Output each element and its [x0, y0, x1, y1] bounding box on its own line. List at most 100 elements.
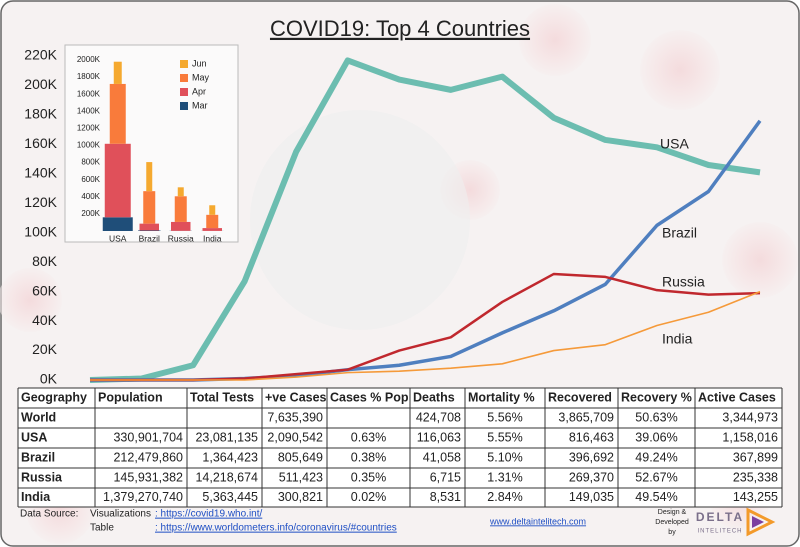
series-label: Russia	[662, 274, 705, 290]
table-cell: 50.63%	[635, 410, 677, 424]
inset-bar-segment	[102, 217, 133, 231]
table-cell: 52.67%	[635, 470, 677, 484]
y-tick-label: 140K	[24, 165, 57, 181]
y-tick-label: 0K	[40, 371, 58, 387]
series-label: India	[662, 331, 693, 347]
legend-label: Jun	[192, 58, 207, 68]
source-label: Data Source:	[20, 509, 78, 520]
table-header: Cases % Pop	[330, 390, 409, 404]
table-header: Mortality %	[468, 390, 535, 404]
table-cell: 145,931,382	[113, 470, 183, 484]
table-header: Deaths	[413, 390, 455, 404]
table-cell: 8,531	[430, 490, 461, 504]
table-cell: 424,708	[416, 410, 461, 424]
table-cell: 5,363,445	[202, 490, 258, 504]
legend-label: Mar	[192, 100, 208, 110]
inset-x-tick-label: USA	[109, 233, 127, 243]
inset-x-tick-label: Russia	[168, 233, 194, 243]
legend-swatch	[180, 88, 188, 96]
table-cell: 511,423	[279, 470, 323, 484]
inset-bar-segment	[113, 61, 122, 84]
inset-bar-segment	[174, 196, 187, 222]
inset-y-tick-label: 1200K	[77, 124, 101, 133]
table-cell: 300,821	[278, 490, 323, 504]
y-tick-label: 20K	[32, 341, 58, 357]
table-cell: 1.31%	[487, 470, 522, 484]
inset-bar-segment	[143, 191, 156, 224]
table-cell: 3,344,973	[722, 410, 778, 424]
credit: Design &	[658, 509, 687, 516]
legend-swatch	[180, 60, 188, 68]
inset-bar-segment	[109, 83, 126, 144]
legend-swatch	[180, 102, 188, 110]
table-header: Total Tests	[190, 390, 254, 404]
inset-y-tick-label: 1000K	[77, 141, 101, 150]
table-cell: 816,463	[569, 430, 614, 444]
table-cell: World	[21, 410, 56, 424]
inset-bar-segment	[206, 214, 219, 229]
inset-bar-segment	[209, 205, 216, 215]
credit: Developed	[655, 519, 689, 526]
table-header: Active Cases	[698, 390, 776, 404]
y-tick-label: 40K	[32, 312, 58, 328]
legend-swatch	[180, 74, 188, 82]
table-cell: 49.24%	[635, 450, 677, 464]
inset-x-tick-label: Brazil	[139, 233, 160, 243]
table-cell: Brazil	[21, 450, 55, 464]
inset-y-tick-label: 1600K	[77, 89, 101, 98]
inset-bar-segment	[104, 143, 131, 218]
inset-y-tick-label: 200K	[81, 209, 100, 218]
brand-sub: INTELITECH	[697, 529, 742, 535]
inset-y-tick-label: 1400K	[77, 106, 101, 115]
legend-label: Apr	[192, 86, 206, 96]
table-cell: 1,364,423	[202, 450, 258, 464]
inset-x-tick-label: India	[203, 233, 222, 243]
y-tick-label: 160K	[24, 135, 57, 151]
table-cell: India	[21, 490, 51, 504]
line-series	[90, 290, 761, 381]
y-tick-label: 200K	[24, 76, 57, 92]
series-label: Brazil	[662, 225, 697, 241]
inset-y-tick-label: 2000K	[77, 55, 101, 64]
table-cell: 396,692	[569, 450, 614, 464]
table-cell: Russia	[21, 470, 63, 484]
table-cell: 143,255	[733, 490, 778, 504]
table-cell: 1,379,270,740	[103, 490, 183, 504]
table-cell: 2,090,542	[267, 430, 323, 444]
table-cell: 0.02%	[351, 490, 386, 504]
y-tick-label: 80K	[32, 253, 58, 269]
table-cell: 235,338	[733, 470, 778, 484]
inset-bar-segment	[139, 223, 159, 231]
source-item: Visualizations	[90, 509, 151, 520]
title: COVID19: Top 4 Countries	[270, 16, 530, 41]
table-header: Recovered	[548, 390, 612, 404]
y-tick-label: 60K	[32, 282, 58, 298]
table-cell: 2.84%	[487, 490, 522, 504]
inset-bar-segment	[146, 162, 153, 192]
table-cell: 49.54%	[635, 490, 677, 504]
table-cell: 39.06%	[635, 430, 677, 444]
table-cell: 212,479,860	[113, 450, 183, 464]
table-header: Recovery %	[621, 390, 692, 404]
link[interactable]: www.deltaintelitech.com	[489, 516, 586, 526]
table-cell: 0.35%	[351, 470, 386, 484]
table-cell: 5.10%	[487, 450, 522, 464]
inset-bar-segment	[171, 221, 191, 231]
table-cell: 367,899	[733, 450, 778, 464]
inset-y-tick-label: 400K	[81, 192, 100, 201]
table-cell: 805,649	[278, 450, 323, 464]
y-tick-label: 220K	[24, 47, 57, 63]
inset-bar-segment	[202, 228, 222, 231]
table-cell: 14,218,674	[195, 470, 258, 484]
link[interactable]: : https://covid19.who.int/	[155, 509, 263, 520]
legend-label: May	[192, 72, 210, 82]
table-cell: 7,635,390	[267, 410, 323, 424]
inset-bar-segment	[177, 187, 184, 197]
table-header: Geography	[21, 390, 87, 404]
link[interactable]: : https://www.worldometers.info/coronavi…	[155, 523, 397, 534]
brand: DELTA	[696, 510, 744, 524]
credit: by	[668, 529, 676, 536]
inset-y-tick-label: 600K	[81, 175, 100, 184]
y-tick-label: 180K	[24, 106, 57, 122]
